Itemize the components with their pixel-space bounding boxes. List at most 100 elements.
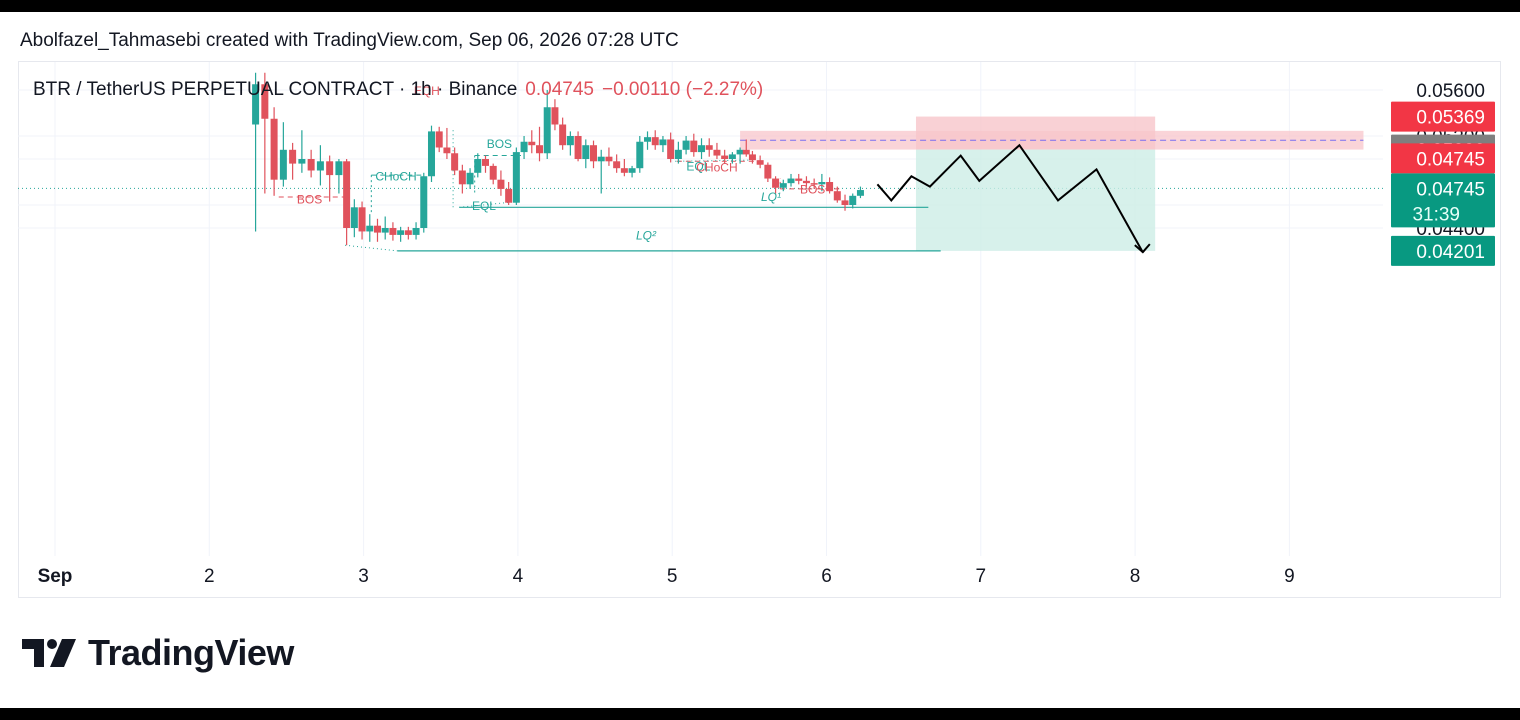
price-badge-stop [1391, 101, 1495, 132]
candle-body-53 [674, 149, 682, 159]
candle-body-55 [690, 140, 698, 153]
price-badge-value: 0.04745 [1416, 179, 1485, 200]
eql-connector-1 [459, 201, 512, 208]
price-badge-last [1391, 143, 1495, 174]
last-price: 0.04745 [525, 79, 594, 100]
candle-body-1 [261, 84, 269, 119]
symbol-title: BTR / TetherUS PERPETUAL CONTRACT · 1h ·… [33, 79, 518, 100]
candle-body-44 [605, 156, 613, 162]
zone-stop [915, 116, 1156, 150]
candle-body-56 [698, 145, 706, 153]
time-tick-label: 2 [204, 566, 215, 587]
price-change: −0.00110 (−2.27%) [601, 79, 764, 100]
projection-path [876, 143, 1151, 254]
candle-body-13 [366, 225, 374, 232]
candle-body-24 [451, 153, 459, 171]
candle-body-49 [644, 137, 652, 142]
candle-body-26 [466, 172, 474, 185]
candle-body-42 [590, 145, 598, 162]
candle-body-7 [316, 161, 324, 171]
chart-credit: Abolfazel_Tahmasebi created with Trading… [20, 30, 679, 51]
time-tick-label: 3 [358, 566, 369, 587]
candle-body-33 [520, 141, 528, 153]
candle-body-21 [427, 131, 435, 177]
price-badge-value: 0.04201 [1416, 242, 1485, 263]
candle-body-15 [381, 228, 389, 233]
annotation-lq-9: LQ² [636, 229, 657, 243]
candle-body-4 [289, 149, 297, 164]
candle-body-69 [795, 178, 803, 181]
liquidity-levels [397, 206, 941, 252]
candle-body-32 [512, 152, 520, 203]
candle-body-70 [802, 180, 810, 184]
price-badge-target [1391, 235, 1495, 266]
candle-body-29 [489, 165, 497, 180]
chart-frame [18, 61, 1501, 598]
candle-body-67 [779, 183, 787, 188]
bottom-black-bar [0, 708, 1520, 720]
candle-body-34 [528, 141, 536, 146]
price-badge-value: 0.05369 [1416, 108, 1485, 129]
candle-body-61 [736, 149, 744, 155]
eql-connector-2 [675, 159, 750, 162]
candle-body-74 [833, 191, 841, 201]
price-badge-value: 0.04745 [1416, 149, 1485, 170]
candle-body-6 [307, 159, 315, 171]
candle-body-71 [810, 183, 818, 185]
annotation-eqh-0: EQH [414, 84, 440, 98]
candle-body-64 [756, 160, 764, 165]
candle-body-66 [772, 178, 780, 188]
candle-body-18 [404, 230, 412, 235]
top-black-bar [0, 0, 1520, 12]
time-tick-label: Sep [38, 566, 73, 587]
candles [252, 72, 864, 246]
candle-body-50 [651, 137, 659, 146]
candle-body-68 [787, 178, 795, 184]
candle-body-23 [443, 147, 451, 154]
candle-body-27 [474, 159, 482, 173]
candle-body-51 [659, 139, 667, 146]
candle-body-17 [397, 230, 405, 235]
candle-body-57 [705, 145, 713, 150]
time-tick-label: 6 [821, 566, 832, 587]
price-tick-label: 0.05600 [1416, 81, 1485, 102]
tradingview-brand: TradingView [22, 632, 294, 674]
candle-body-16 [389, 228, 397, 235]
candle-body-5 [298, 159, 306, 164]
candle-body-25 [458, 170, 466, 185]
zones [740, 116, 1364, 251]
candle-body-0 [252, 84, 260, 125]
annotation-bos-1: BOS [297, 192, 322, 206]
candle-body-75 [841, 200, 849, 205]
time-tick-label: 7 [976, 566, 987, 587]
candle-body-11 [350, 207, 358, 228]
candle-body-20 [420, 176, 428, 228]
candle-body-22 [435, 131, 443, 148]
candle-body-47 [628, 168, 636, 173]
candle-body-10 [343, 161, 351, 228]
annotation-eql-5: EQL [686, 160, 710, 174]
candle-body-63 [748, 154, 756, 161]
annotation-bos-7: BOS [800, 183, 825, 197]
tradingview-logo-icon [22, 639, 76, 667]
candle-body-3 [279, 149, 287, 180]
zone-target [915, 149, 1156, 251]
countdown-timer: 31:39 [1412, 204, 1460, 225]
candle-body-77 [856, 190, 864, 196]
candle-body-30 [497, 179, 505, 189]
brand-name: TradingView [88, 632, 294, 673]
candle-body-59 [721, 155, 729, 159]
time-tick-label: 5 [667, 566, 678, 587]
annotation-lq-8: LQ¹ [761, 190, 781, 204]
time-axis: Sep 2 3 4 5 6 7 8 9 [38, 566, 1295, 587]
candle-body-60 [728, 154, 736, 159]
annotation-choch-2: CHoCH [375, 169, 416, 183]
annotation-choch-6: CHoCH [696, 161, 737, 175]
annotation-eql-4: EQL [472, 199, 496, 213]
candle-body-65 [764, 164, 772, 179]
candle-body-19 [412, 228, 420, 235]
lq2-connector [345, 244, 398, 252]
